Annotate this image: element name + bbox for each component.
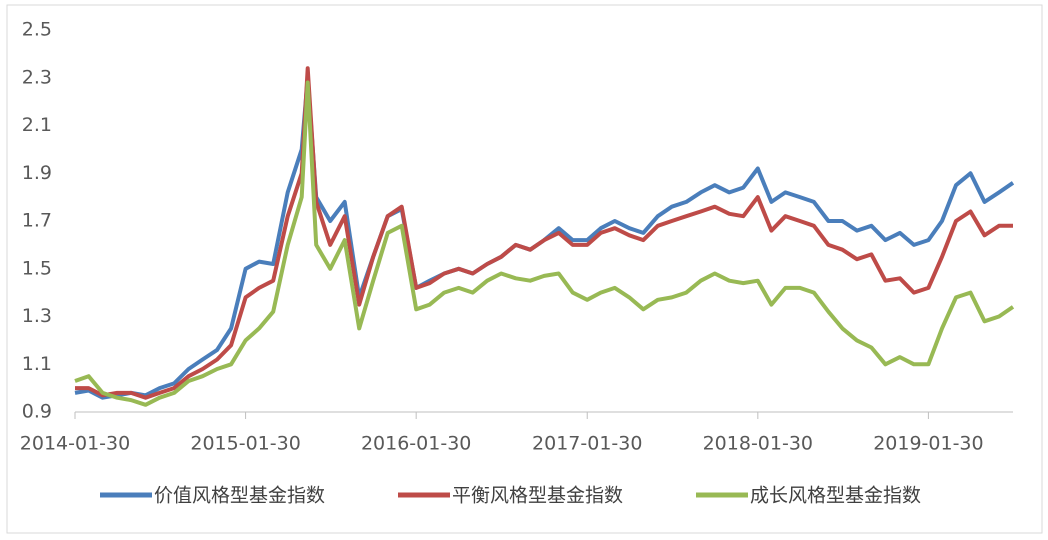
legend-label: 成长风格型基金指数	[750, 485, 921, 507]
x-tick-label: 2015-01-30	[190, 433, 300, 455]
y-tick-label: 1.1	[22, 353, 52, 375]
x-tick-label: 2016-01-30	[361, 433, 471, 455]
series-line	[75, 66, 1013, 400]
x-tick-label: 2017-01-30	[532, 433, 642, 455]
y-tick-label: 2.3	[22, 66, 52, 88]
legend: 价值风格型基金指数 平衡风格型基金指数 成长风格型基金指数	[100, 485, 921, 507]
series-line	[74, 80, 1015, 407]
chart-border	[6, 4, 1043, 534]
legend-label: 平衡风格型基金指数	[452, 485, 623, 507]
y-tick-label: 0.9	[22, 401, 52, 423]
y-tick-label: 2.1	[22, 114, 52, 136]
y-tick-label: 1.7	[22, 210, 52, 232]
y-tick-label: 1.9	[22, 162, 52, 184]
x-tick-label: 2019-01-30	[873, 433, 983, 455]
x-tick-label: 2014-01-30	[20, 433, 130, 455]
x-tick-label: 2018-01-30	[703, 433, 813, 455]
y-tick-label: 2.5	[22, 19, 52, 41]
y-tick-label: 1.3	[22, 305, 52, 327]
y-tick-label: 1.5	[22, 257, 52, 279]
legend-label: 价值风格型基金指数	[154, 485, 325, 507]
